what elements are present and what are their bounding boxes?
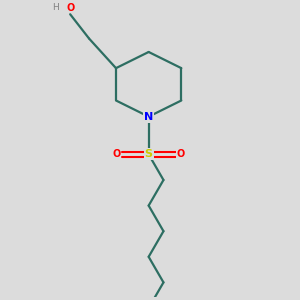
Text: N: N [144,112,153,122]
Text: O: O [66,2,74,13]
Text: O: O [176,149,184,159]
Text: S: S [145,149,153,159]
Text: O: O [113,149,121,159]
Text: H: H [52,3,59,12]
